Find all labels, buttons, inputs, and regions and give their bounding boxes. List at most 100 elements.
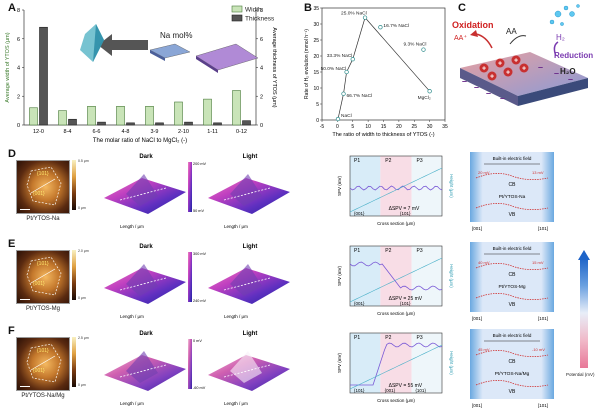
a-ytick: 6	[17, 37, 20, 43]
height-curve	[349, 167, 443, 213]
catalyst-slab	[460, 52, 588, 96]
b-xtick: 5	[351, 124, 354, 130]
afm-colorbar	[72, 250, 76, 300]
kpfm-colorbar	[188, 252, 192, 302]
field-title: Built-in electric field	[493, 156, 532, 161]
potential-arrow-icon	[578, 250, 590, 260]
panel-a-bar-chart: 0 2 4 6 8 0 2 4 6 8 12-0 8-4 6-6 4-8 3-9 2-10 1-11 0-12 Th…	[5, 5, 277, 144]
region-p1	[350, 156, 381, 216]
length-axis-label: Length / μm	[120, 224, 144, 229]
svg-text:–: –	[538, 62, 543, 72]
bar-width	[116, 106, 125, 126]
h2-label: H₂	[556, 33, 565, 42]
b-xtick: 10	[365, 124, 371, 130]
bar-width	[87, 106, 96, 126]
facet-label-bottom: {001}	[33, 191, 45, 197]
panel-label-a: A	[8, 2, 16, 14]
lp-y2label: Height (μm)	[449, 264, 454, 288]
peak-label: P3	[417, 335, 423, 341]
afm-image: {101} {001}	[16, 337, 70, 391]
kpfm-colorbar	[188, 162, 192, 212]
band-diagram: Built-in electric field CB VB Pt/YTOS-Mg 40 …	[470, 242, 554, 321]
a-y2label: Average thickness of YTOS (μm)	[271, 27, 277, 107]
crystal-flat-1	[149, 43, 191, 59]
band-facet-left: [001]	[472, 226, 482, 231]
crystal-flat-2	[195, 43, 259, 71]
bar-thickness	[39, 26, 48, 126]
length-axis-label: Length / μm	[224, 224, 248, 229]
b-trend-down	[364, 17, 430, 92]
a-xlabel: The molar ratio of NaCl to MgCl₂ (-)	[93, 138, 187, 144]
kpfm-max: 0 mV	[193, 339, 202, 343]
b-point-label: NaCl	[341, 113, 352, 119]
lp-ylabel: SPV (mV)	[337, 176, 342, 197]
length-axis-label: Length / μm	[224, 314, 248, 319]
band-facet-left: [001]	[472, 403, 482, 408]
spv-curve	[350, 342, 443, 386]
b-point	[350, 57, 355, 62]
b-point-label: 16.7% NaCl	[383, 23, 409, 29]
svg-text:+: +	[490, 74, 494, 81]
b-ytick: 20	[313, 54, 319, 60]
facet-label-bottom: {001}	[33, 368, 45, 374]
a-y2tick: 8	[260, 8, 263, 14]
sample-label: Pt/YTOS-Na	[26, 216, 60, 222]
h2o-label: H₂O	[560, 67, 576, 76]
peak-label: P2	[385, 158, 391, 164]
b-ytick: 30	[313, 22, 319, 28]
peak-label: P3	[417, 248, 423, 254]
legend-width-label: Width	[245, 7, 262, 14]
afm-colorbar	[72, 337, 76, 387]
legend-thickness-label: Thickness	[245, 16, 275, 23]
svg-text:–: –	[568, 74, 573, 84]
b-point-label: 9.3% NaCl	[403, 42, 426, 48]
facet-bottom-label: {001}	[354, 301, 365, 306]
band-background	[470, 329, 554, 399]
b-ytick: 0	[316, 118, 319, 124]
b-point-label: 25.0% NaCl	[341, 11, 367, 17]
a-xtick: 4-8	[122, 129, 130, 135]
a-ytick: 2	[17, 94, 20, 100]
spv-curve	[349, 261, 443, 291]
b-point	[378, 25, 383, 30]
v-left: 20 mV	[478, 170, 490, 175]
bar-width	[29, 107, 38, 126]
kpfm-3d-pair: Dark Length / μm Light Length / μm 300 mV 240…	[104, 244, 290, 319]
b-point-label: 66.7% NaCl	[347, 93, 373, 99]
lp-xlabel: Cross section (μm)	[377, 311, 415, 316]
minus-charges: ––– – –––	[462, 62, 573, 103]
b-xtick: 15	[381, 124, 387, 130]
facet-label-bottom: {001}	[33, 281, 45, 287]
b-xtick: 20	[396, 124, 402, 130]
cb-label: CB	[509, 182, 517, 188]
bar-width	[232, 90, 241, 126]
b-ytick: 15	[313, 70, 319, 76]
spv-curve	[349, 185, 443, 191]
a-ylabel: Average width of YTOS (μm)	[5, 32, 11, 102]
panel-b-scatter: -5 0 5 10 15 20 25 30 3505101520253035NaCl66.7% …	[304, 6, 448, 138]
band-background	[470, 152, 554, 222]
sample-label: Pt/YTOS-Mg	[26, 306, 60, 312]
svg-text:+: +	[482, 66, 486, 73]
dspv-label: ΔSPV = 7 mV	[389, 206, 420, 212]
light-label: Light	[243, 154, 258, 160]
field-title: Built-in electric field	[493, 246, 532, 251]
bar-width	[145, 106, 154, 126]
region-p3	[411, 156, 442, 216]
legend-thickness-swatch	[231, 14, 243, 22]
region-p1	[350, 246, 381, 306]
b-point	[427, 89, 432, 94]
a-xtick: 3-9	[151, 129, 159, 135]
length-axis-label: Length / μm	[120, 401, 144, 406]
kpfm-3d-pair: Dark Length / μm Light Length / μm 0 mV -60 m…	[104, 331, 290, 406]
potential-colorbar	[580, 258, 588, 368]
cb-label: CB	[509, 359, 517, 365]
b-xtick: 30	[427, 124, 433, 130]
peak-label: P1	[354, 158, 360, 164]
panel-label-e: E	[8, 238, 16, 250]
reduction-label: Reduction	[554, 51, 593, 60]
facet-label-top: {101}	[37, 171, 49, 177]
facet-bottom-label: {101}	[415, 388, 426, 393]
dark-label: Dark	[139, 244, 153, 250]
peak-label: P1	[354, 248, 360, 254]
